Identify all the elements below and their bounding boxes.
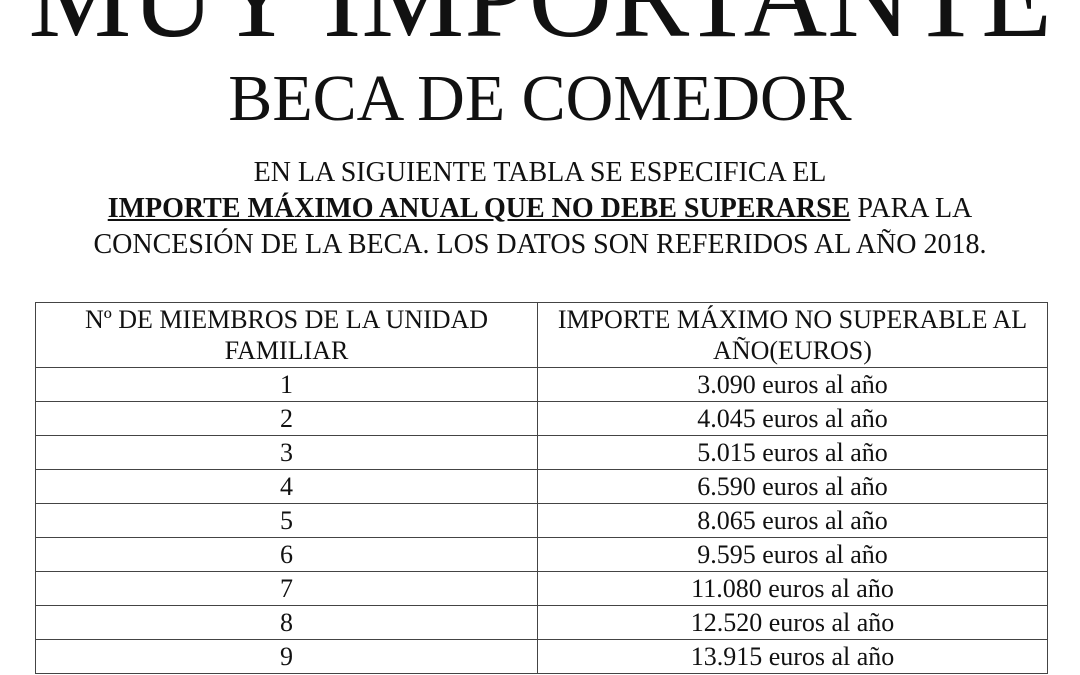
amount-cell: 3.090 euros al año — [537, 367, 1048, 402]
intro-paragraph: EN LA SIGUIENTE TABLA SE ESPECIFICA EL I… — [0, 155, 1080, 263]
page-title: MUY IMPORTANTE — [0, 0, 1080, 56]
amount-cell: 8.065 euros al año — [537, 503, 1048, 538]
members-cell: 9 — [35, 639, 538, 674]
table-row: 4 6.590 euros al año — [35, 469, 1048, 504]
paragraph-line-1: EN LA SIGUIENTE TABLA SE ESPECIFICA EL — [253, 157, 827, 188]
table-header-row: Nº DE MIEMBROS DE LA UNIDAD FAMILIAR IMP… — [35, 302, 1048, 368]
paragraph-line-3: CONCESIÓN DE LA BECA. LOS DATOS SON REFE… — [93, 229, 987, 260]
income-threshold-table: Nº DE MIEMBROS DE LA UNIDAD FAMILIAR IMP… — [35, 302, 1048, 674]
members-cell: 3 — [35, 435, 538, 470]
page-subtitle: BECA DE COMEDOR — [228, 62, 852, 135]
table-row: 2 4.045 euros al año — [35, 401, 1048, 436]
amount-cell: 5.015 euros al año — [537, 435, 1048, 470]
paragraph-line-2: IMPORTE MÁXIMO ANUAL QUE NO DEBE SUPERAR… — [0, 191, 1080, 227]
emphasis-text: IMPORTE MÁXIMO ANUAL QUE NO DEBE SUPERAR… — [107, 193, 851, 224]
members-cell: 1 — [35, 367, 538, 402]
title-text: MUY IMPORTANTE — [28, 0, 1051, 56]
amount-cell: 11.080 euros al año — [537, 571, 1048, 606]
amount-cell: 12.520 euros al año — [537, 605, 1048, 640]
paragraph-line-2-rest: PARA LA — [850, 193, 973, 224]
table-row: 8 12.520 euros al año — [35, 605, 1048, 640]
members-cell: 6 — [35, 537, 538, 572]
table-row: 7 11.080 euros al año — [35, 571, 1048, 606]
amount-cell: 6.590 euros al año — [537, 469, 1048, 504]
amount-cell: 9.595 euros al año — [537, 537, 1048, 572]
amount-cell: 13.915 euros al año — [537, 639, 1048, 674]
table-row: 9 13.915 euros al año — [35, 639, 1048, 674]
header-amount: IMPORTE MÁXIMO NO SUPERABLE AL AÑO(EUROS… — [537, 302, 1048, 368]
members-cell: 2 — [35, 401, 538, 436]
table-row: 6 9.595 euros al año — [35, 537, 1048, 572]
members-cell: 7 — [35, 571, 538, 606]
members-cell: 5 — [35, 503, 538, 538]
table-row: 5 8.065 euros al año — [35, 503, 1048, 538]
amount-cell: 4.045 euros al año — [537, 401, 1048, 436]
table-row: 3 5.015 euros al año — [35, 435, 1048, 470]
members-cell: 8 — [35, 605, 538, 640]
header-members: Nº DE MIEMBROS DE LA UNIDAD FAMILIAR — [35, 302, 538, 368]
table-row: 1 3.090 euros al año — [35, 367, 1048, 402]
members-cell: 4 — [35, 469, 538, 504]
